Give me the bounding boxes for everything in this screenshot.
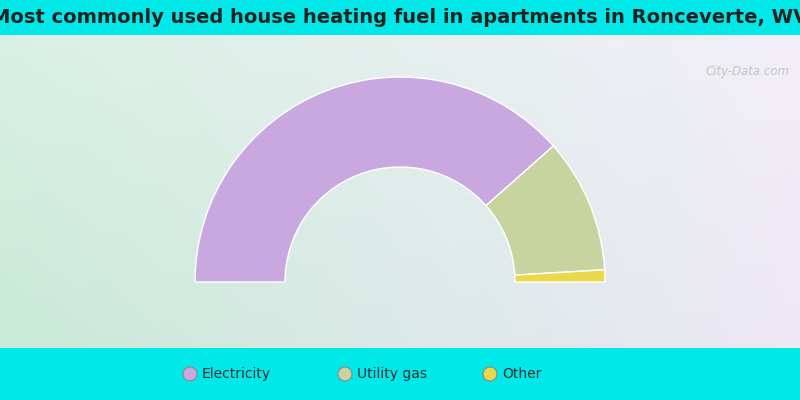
Text: Utility gas: Utility gas [357, 367, 427, 381]
Wedge shape [514, 270, 605, 282]
Circle shape [483, 367, 497, 381]
Circle shape [183, 367, 197, 381]
Wedge shape [486, 146, 605, 275]
Bar [0, 348, 800, 400]
Text: Most commonly used house heating fuel in apartments in Ronceverte, WV: Most commonly used house heating fuel in… [0, 8, 800, 27]
Text: City-Data.com: City-Data.com [706, 65, 790, 78]
Text: Other: Other [502, 367, 542, 381]
Bar [0, 0, 800, 35]
Text: Electricity: Electricity [202, 367, 271, 381]
Wedge shape [195, 77, 554, 282]
Circle shape [338, 367, 352, 381]
